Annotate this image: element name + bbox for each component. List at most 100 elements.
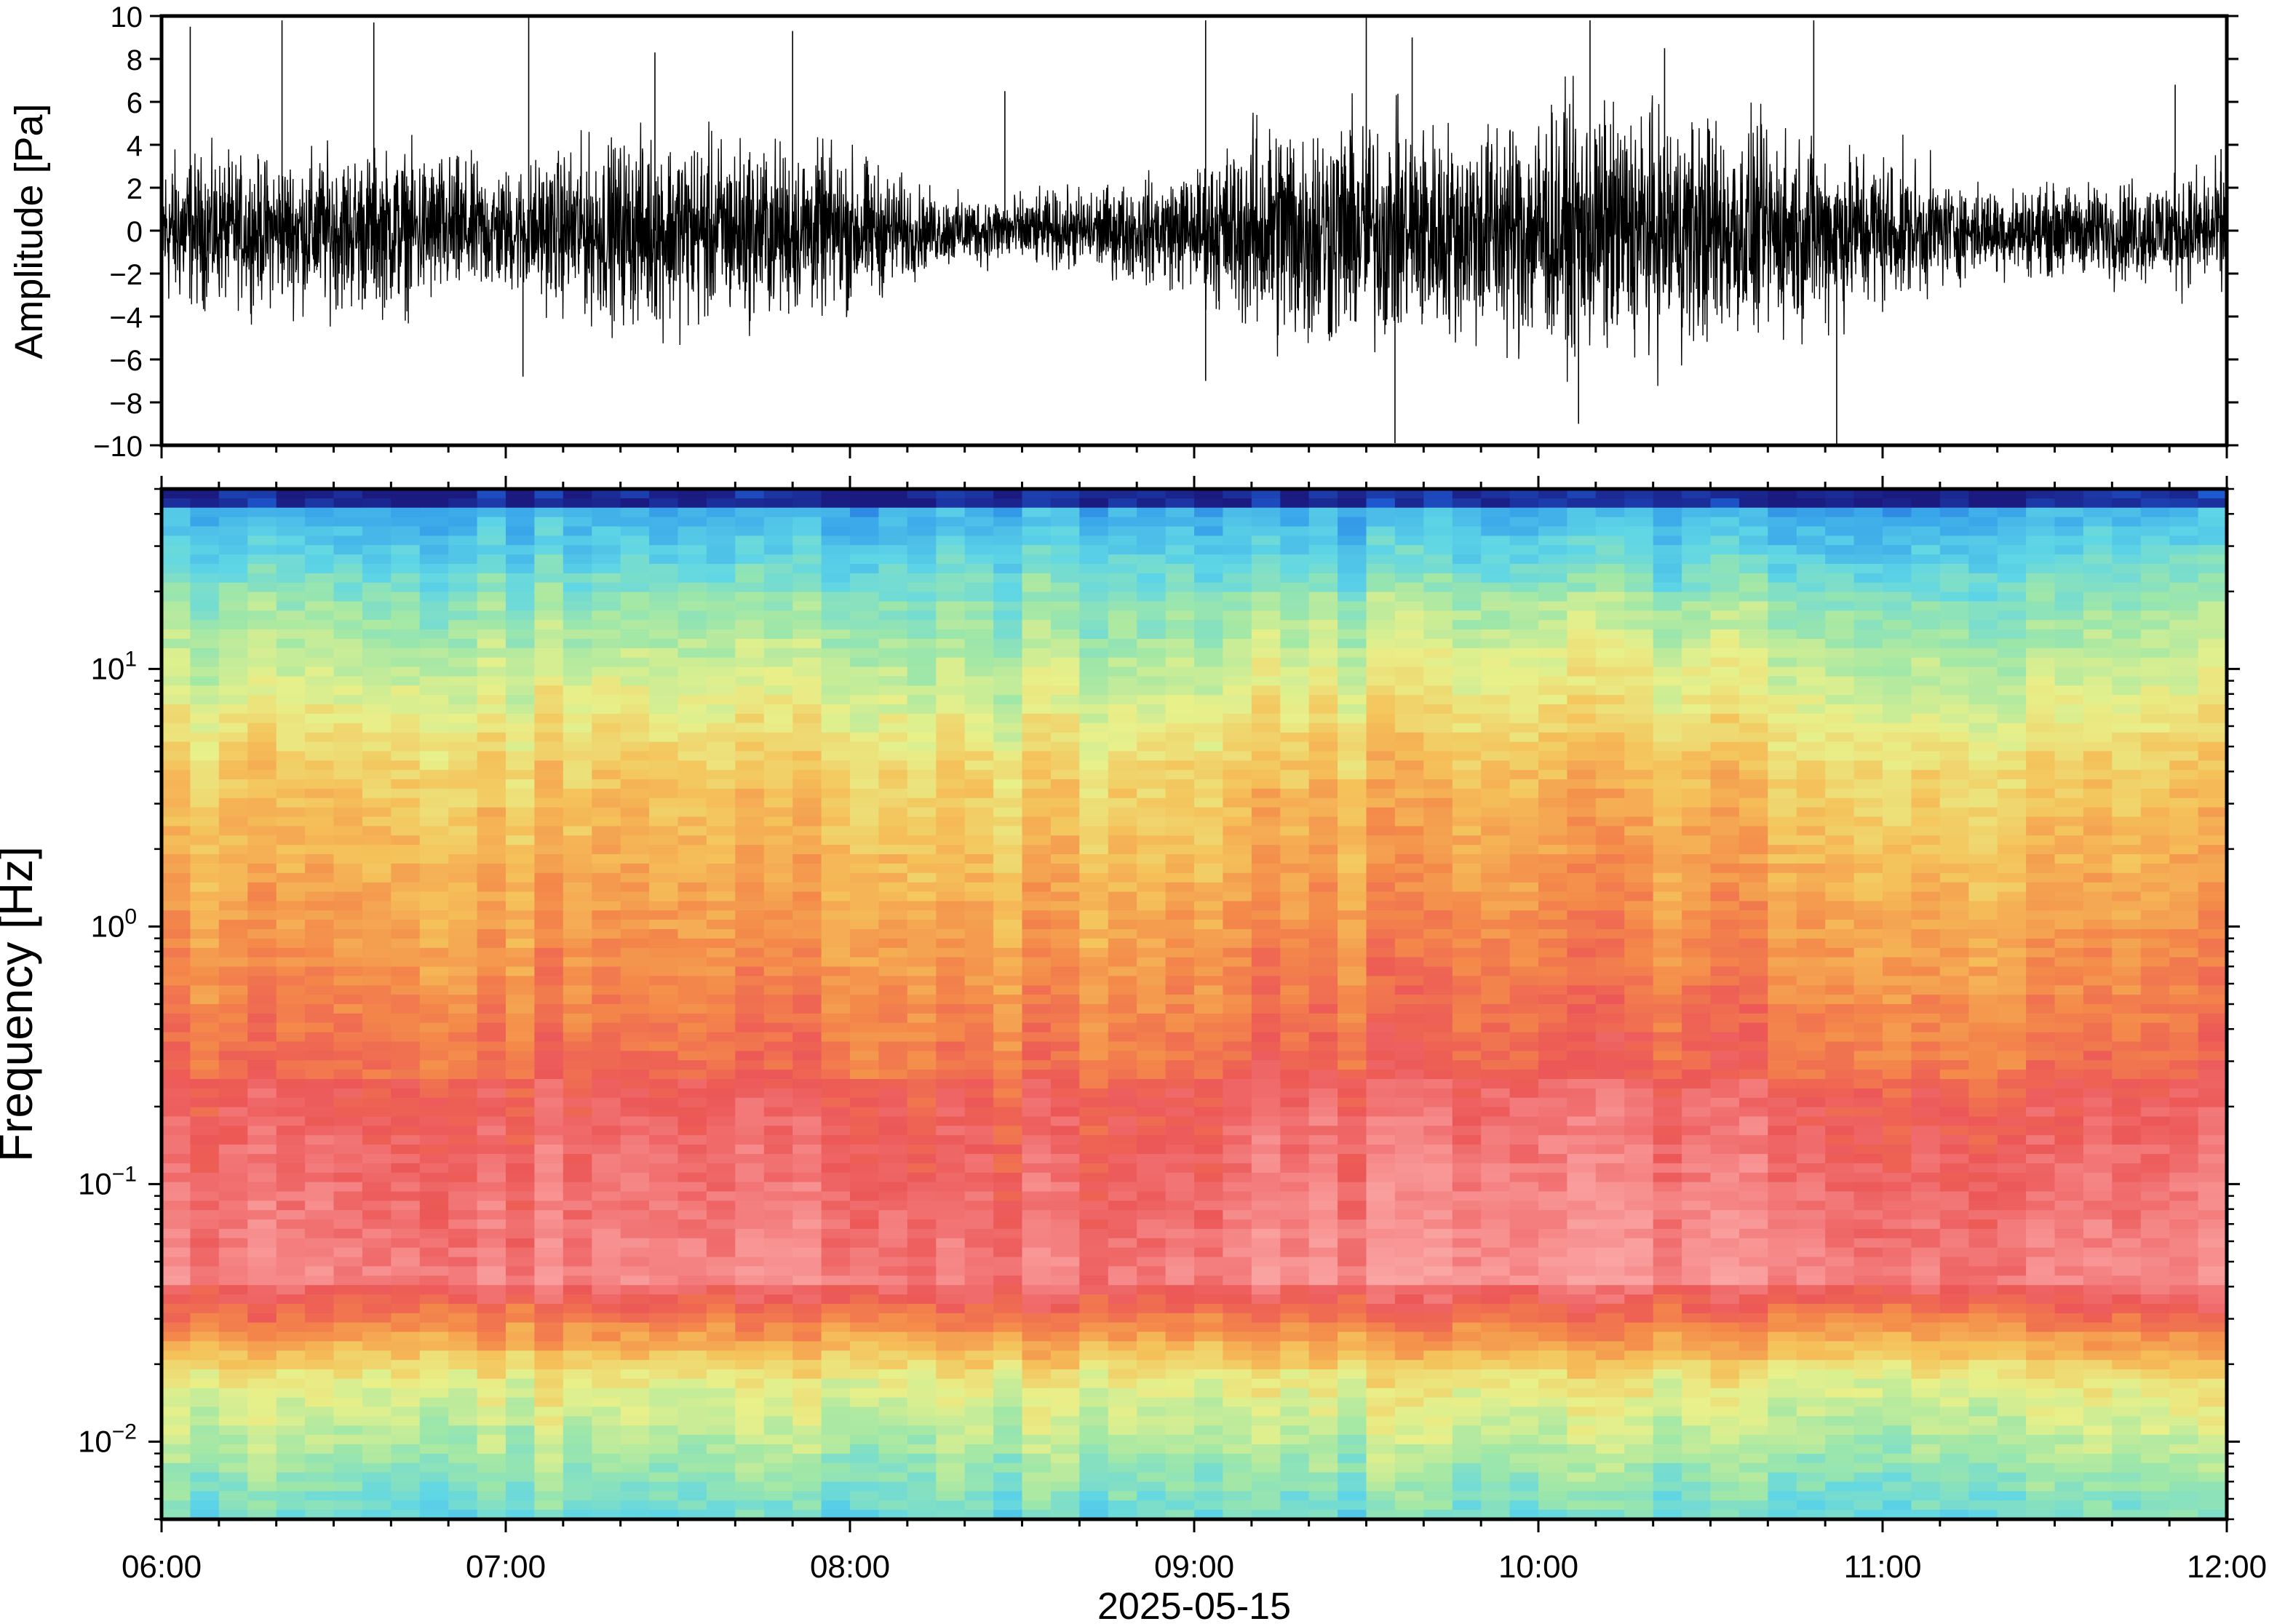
spectrogram-cell [1394,845,1425,855]
spectrogram-cell [1137,770,1167,780]
spectrogram-cell [477,770,506,780]
spectrogram-cell [1394,901,1425,912]
spectrogram-cell [1194,685,1224,696]
spectrogram-cell [1022,929,1052,939]
spectrogram-cell [993,582,1023,593]
spectrogram-cell [419,489,449,499]
spectrogram-cell [763,1051,793,1062]
spectrogram-cell [190,536,220,546]
spectrogram-cell [1050,741,1081,752]
spectrogram-cell [247,1097,277,1108]
spectrogram-cell [477,1322,506,1333]
spectrogram-cell [792,629,822,640]
spectrogram-cell [1223,554,1252,565]
spectrogram-cell [247,592,277,602]
spectrogram-cell [276,732,306,743]
spectrogram-cell [936,1285,966,1295]
spectrogram-cell [1251,564,1281,574]
spectrogram-cell [1308,1041,1338,1052]
spectrogram-cell [448,564,478,574]
spectrogram-cell [362,657,392,668]
spectrogram-cell [735,1481,765,1492]
spectrogram-cell [1108,1228,1137,1239]
spectrogram-cell [677,826,707,837]
spectrogram-cell [1108,1397,1137,1408]
spectrogram-cell [907,1369,937,1380]
spectrogram-cell [1137,1275,1167,1286]
spectrogram-cell [506,1481,536,1492]
spectrogram-cell [763,1070,793,1080]
spectrogram-cell [1308,938,1338,949]
spectrogram-cell [1194,751,1224,762]
spectrogram-cell [735,1257,765,1267]
spectrogram-cell [821,966,851,977]
spectrogram-cell [1223,985,1252,995]
spectrogram-cell [878,1257,908,1267]
spectrogram-cell [1022,610,1052,621]
spectrogram-cell [1137,695,1167,705]
spectrogram-cell [506,1350,536,1361]
spectrogram-cell [1137,1191,1167,1202]
spectrogram-cell [305,985,335,995]
spectrogram-cell [763,947,793,958]
spectrogram-cell [592,760,621,771]
spectrogram-cell [276,1079,306,1089]
spectrogram-cell [649,685,679,696]
spectrogram-cell [1251,770,1281,780]
spectrogram-cell [1394,1500,1425,1510]
spectrogram-cell [276,985,306,995]
spectrogram-cell [1050,1425,1081,1436]
spectrogram-cell [1394,1088,1425,1099]
spectrogram-cell [1308,1453,1338,1464]
spectrogram-cell [763,1397,793,1408]
spectrogram-cell [1223,1285,1252,1295]
spectrogram-cell [1079,1088,1109,1099]
spectrogram-cell [563,1210,592,1220]
spectrogram-cell [677,1013,707,1024]
spectrogram-cell [1194,1032,1224,1043]
spectrogram-cell [419,1126,449,1136]
spectrogram-cell [419,1116,449,1127]
spectrogram-cell [907,1266,937,1277]
spectrogram-cell [506,1210,536,1220]
spectrogram-cell [1165,1135,1195,1145]
spectrogram-cell [1022,1004,1052,1014]
spectrogram-cell [649,1313,679,1324]
spectrogram-cell [448,816,478,827]
spectrogram-cell [506,1257,536,1267]
spectrogram-cell [162,1481,191,1492]
spectrogram-cell [1280,995,1310,1005]
spectrogram-cell [506,910,536,920]
spectrogram-cell [907,1472,937,1483]
spectrogram-cell [1079,1145,1109,1155]
spectrogram-cell [276,947,306,958]
spectrogram-cell [305,1294,335,1305]
spectrogram-cell [1079,1228,1109,1239]
spectrogram-cell [218,741,248,752]
spectrogram-cell [936,1022,966,1033]
spectrogram-cell [190,957,220,968]
spectrogram-cell [333,695,363,705]
spectrogram-cell [1022,985,1052,995]
spectrogram-cell [878,1444,908,1454]
spectrogram-cell [305,1462,335,1473]
spectrogram-cell [1022,1266,1052,1277]
spectrogram-cell [1022,872,1052,883]
spectrogram-cell [1366,1201,1396,1211]
spectrogram-cell [821,554,851,565]
spectrogram-cell [534,554,564,565]
spectrogram-cell [620,1303,650,1314]
spectrogram-cell [563,723,592,733]
spectrogram-cell [1194,1070,1224,1080]
spectrogram-cell [649,835,679,845]
spectrogram-cell [190,713,220,724]
spectrogram-cell [305,1191,335,1202]
spectrogram-cell [362,723,392,733]
spectrogram-cell [305,854,335,864]
spectrogram-cell [792,1145,822,1155]
spectrogram-cell [1194,1332,1224,1342]
spectrogram-cell [1050,657,1081,668]
spectrogram-cell [763,629,793,640]
spectrogram-cell [592,526,621,537]
spectrogram-cell [218,592,248,602]
